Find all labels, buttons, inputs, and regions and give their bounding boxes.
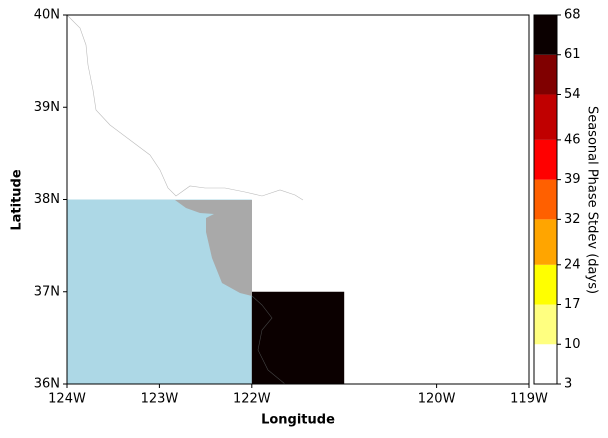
colorbar-tick-label: 32	[564, 212, 581, 227]
grid-cell	[251, 291, 345, 384]
colorbar-bin	[534, 344, 557, 384]
colorbar-bin	[534, 304, 557, 345]
colorbar-tick-label: 24	[564, 257, 581, 272]
coastline	[251, 295, 286, 385]
colorbar-bin	[534, 15, 557, 55]
x-tick-label: 122W	[233, 392, 271, 407]
colorbar-bin	[534, 179, 557, 220]
colorbar-frame	[533, 14, 558, 385]
colorbar-bin	[534, 264, 557, 305]
x-tick-label: 123W	[141, 392, 179, 407]
colorbar-tick-label: 68	[564, 8, 581, 23]
colorbar-tick-label: 10	[564, 337, 581, 352]
colorbar-tick-label: 3	[564, 377, 572, 392]
y-tick-label: 39N	[34, 100, 60, 115]
x-tick-label: 120W	[418, 392, 456, 407]
land	[175, 200, 252, 296]
y-tick-label: 40N	[34, 8, 60, 23]
colorbar-bin	[534, 219, 557, 265]
y-tick-label: 38N	[34, 192, 60, 207]
y-tick-label: 37N	[34, 284, 60, 299]
x-tick-label: 124W	[48, 392, 86, 407]
colorbar-tick-label: 17	[564, 297, 581, 312]
colorbar-label: Seasonal Phase Stdev (days)	[585, 106, 600, 294]
y-tick-label: 36N	[34, 377, 60, 392]
colorbar-tick-label: 46	[564, 132, 581, 147]
coastline	[66, 14, 304, 201]
colorbar-tick-label: 54	[564, 87, 581, 102]
colorbar-bin	[534, 94, 557, 140]
x-tick-label: 119W	[510, 392, 548, 407]
colorbar-tick-label: 39	[564, 172, 581, 187]
x-axis-label: Longitude	[261, 413, 335, 428]
colorbar-bin	[534, 139, 557, 180]
y-axis-label: Latitude	[10, 169, 25, 231]
colorbar-tick-label: 61	[564, 47, 581, 62]
colorbar-bin	[534, 54, 557, 95]
